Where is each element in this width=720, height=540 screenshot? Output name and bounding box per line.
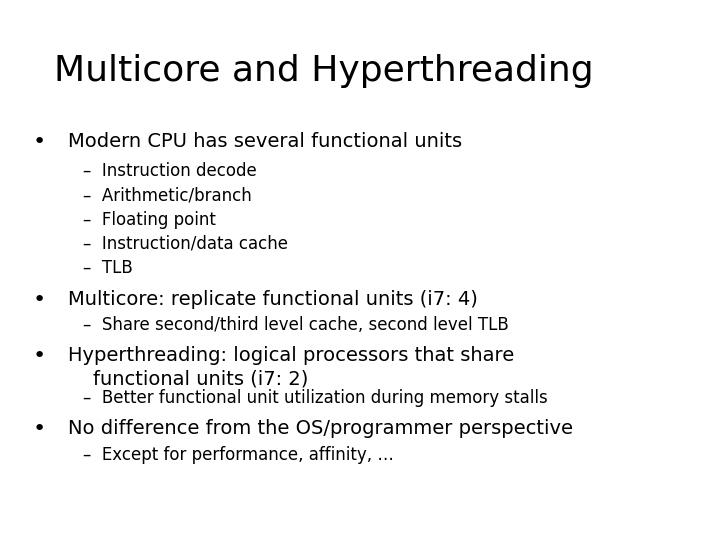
Text: Modern CPU has several functional units: Modern CPU has several functional units: [68, 132, 462, 151]
Text: –  Share second/third level cache, second level TLB: – Share second/third level cache, second…: [83, 316, 508, 334]
Text: –  Instruction/data cache: – Instruction/data cache: [83, 235, 288, 253]
Text: Multicore: replicate functional units (i7: 4): Multicore: replicate functional units (i…: [68, 290, 478, 309]
Text: •: •: [32, 346, 45, 366]
Text: –  Arithmetic/branch: – Arithmetic/branch: [83, 186, 251, 204]
Text: –  Floating point: – Floating point: [83, 211, 216, 228]
Text: No difference from the OS/programmer perspective: No difference from the OS/programmer per…: [68, 418, 573, 437]
Text: Multicore and Hyperthreading: Multicore and Hyperthreading: [54, 54, 593, 88]
Text: –  Except for performance, affinity, …: – Except for performance, affinity, …: [83, 446, 394, 463]
Text: –  Better functional unit utilization during memory stalls: – Better functional unit utilization dur…: [83, 389, 547, 407]
Text: Hyperthreading: logical processors that share
    functional units (i7: 2): Hyperthreading: logical processors that …: [68, 346, 515, 388]
Text: •: •: [32, 132, 45, 152]
Text: •: •: [32, 418, 45, 438]
Text: –  Instruction decode: – Instruction decode: [83, 162, 256, 180]
Text: –  TLB: – TLB: [83, 259, 132, 277]
Text: •: •: [32, 290, 45, 310]
